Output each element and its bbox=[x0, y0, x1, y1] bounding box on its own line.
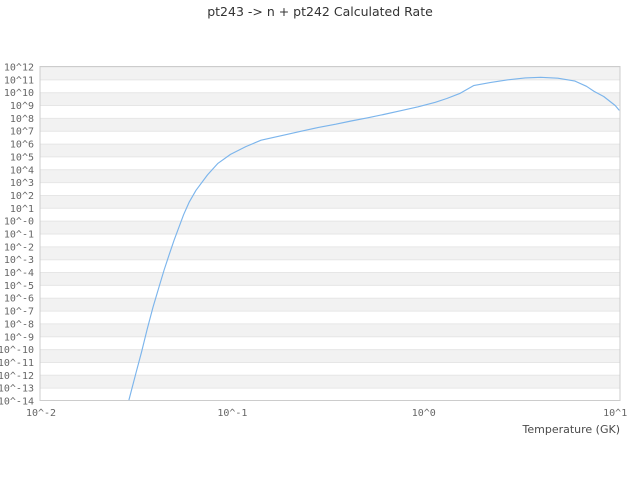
x-tick-label: 10^-1 bbox=[217, 408, 247, 419]
decade-band bbox=[40, 272, 620, 286]
y-tick-label: 10^-10 bbox=[0, 345, 34, 356]
decade-band bbox=[40, 144, 620, 157]
decade-band bbox=[40, 195, 620, 209]
y-tick-label: 10^-8 bbox=[4, 319, 34, 330]
x-tick-label: 10^0 bbox=[412, 408, 436, 419]
plot-border bbox=[39, 66, 621, 401]
y-tick-label: 10^9 bbox=[10, 101, 34, 112]
y-tick-label: 10^8 bbox=[10, 114, 34, 125]
y-tick-label: 10^-12 bbox=[0, 371, 34, 382]
y-tick-label: 10^6 bbox=[10, 140, 34, 151]
y-tick-label: 10^-3 bbox=[4, 255, 34, 266]
y-tick-label: 10^12 bbox=[4, 63, 34, 74]
rate-curve bbox=[128, 76, 620, 401]
decade-band bbox=[40, 92, 620, 106]
y-tick-label: 10^-0 bbox=[4, 217, 34, 228]
y-tick-label: 10^4 bbox=[10, 165, 34, 176]
decade-band bbox=[40, 298, 620, 312]
chart-title: pt243 -> n + pt242 Calculated Rate bbox=[207, 4, 433, 19]
y-tick-label: 10^10 bbox=[4, 88, 34, 99]
decade-band bbox=[40, 221, 620, 235]
y-tick-label: 10^-9 bbox=[4, 332, 34, 343]
x-tick-label: 10^1 bbox=[603, 408, 627, 419]
y-tick-label: 10^-6 bbox=[4, 294, 34, 305]
decade-band bbox=[40, 349, 620, 363]
decade-band bbox=[40, 323, 620, 337]
y-tick-label: 10^-7 bbox=[4, 307, 34, 318]
y-tick-label: 10^11 bbox=[4, 75, 34, 86]
decade-band bbox=[40, 375, 620, 389]
y-tick-label: 10^-5 bbox=[4, 281, 34, 292]
decade-band bbox=[40, 246, 620, 260]
y-tick-label: 10^-2 bbox=[4, 242, 34, 253]
y-tick-label: 10^-13 bbox=[0, 384, 34, 395]
decade-band bbox=[40, 67, 620, 80]
y-tick-label: 10^-14 bbox=[0, 397, 34, 408]
y-tick-label: 10^-1 bbox=[4, 230, 34, 241]
y-tick-label: 10^-11 bbox=[0, 358, 34, 369]
y-tick-label: 10^-4 bbox=[4, 268, 34, 279]
y-tick-label: 10^2 bbox=[10, 191, 34, 202]
y-tick-label: 10^5 bbox=[10, 152, 34, 163]
decade-band bbox=[40, 169, 620, 183]
y-tick-label: 10^1 bbox=[10, 204, 34, 215]
y-tick-label: 10^3 bbox=[10, 178, 34, 189]
x-axis-title: Temperature (GK) bbox=[522, 423, 621, 436]
x-tick-label: 10^-2 bbox=[26, 408, 56, 419]
y-tick-label: 10^7 bbox=[10, 127, 34, 138]
